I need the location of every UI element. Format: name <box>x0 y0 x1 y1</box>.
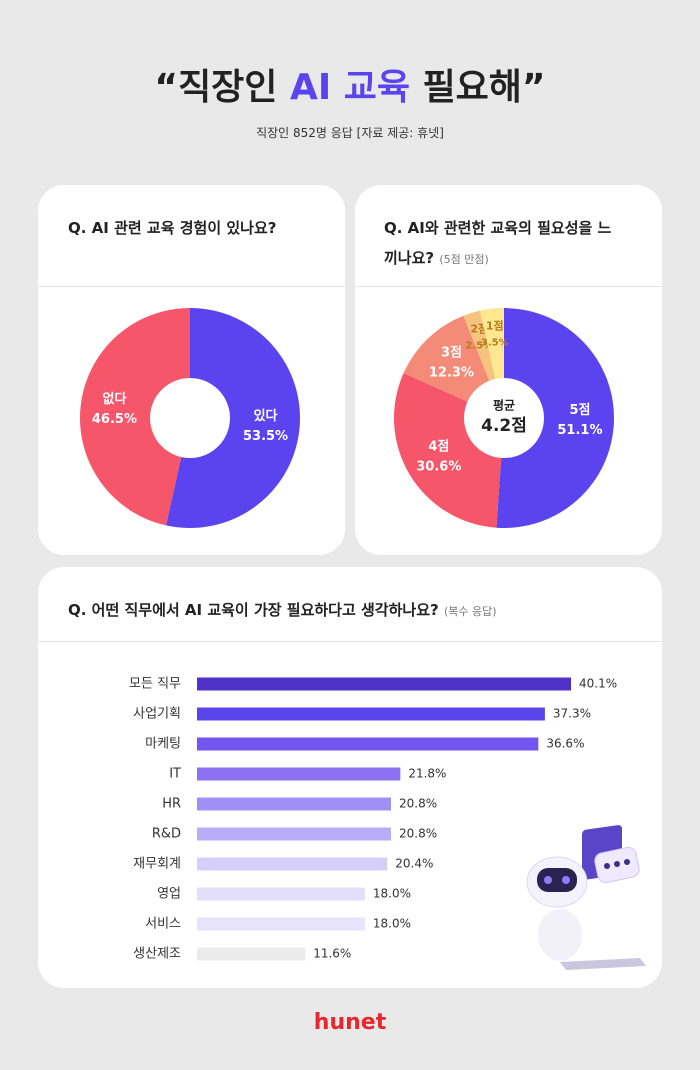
question: Q. AI 관련 교육 경험이 있나요? <box>68 219 277 237</box>
bar-label: 사업기획 <box>133 707 181 722</box>
divider <box>355 286 662 287</box>
subtitle: 직장인 852명 응답 [자료 제공: 휴넷] <box>256 126 444 140</box>
bar-label: 재무회계 <box>133 857 181 872</box>
slice-value: 51.1% <box>557 423 602 438</box>
bar-label: IT <box>169 767 181 782</box>
question: Q. 어떤 직무에서 AI 교육이 가장 필요하다고 생각하나요? (복수 응답… <box>68 595 497 627</box>
robot-eye <box>544 876 552 884</box>
bar <box>197 707 545 721</box>
bar-value: 18.0% <box>373 917 411 931</box>
pie-slice <box>496 308 615 528</box>
bar-value: 11.6% <box>313 947 351 961</box>
bar-label: 마케팅 <box>145 737 181 752</box>
bar <box>197 887 365 901</box>
bar-value: 37.3% <box>553 707 591 721</box>
bar-value: 21.8% <box>408 767 446 781</box>
slice-label: 3점 <box>441 346 462 361</box>
center-title: 평균 <box>493 399 515 413</box>
question: Q. AI와 관련한 교육의 필요성을 느끼나요? (5점 만점) <box>384 213 624 275</box>
dot <box>614 861 620 867</box>
pie-slice <box>166 308 301 528</box>
question-note: (복수 응답) <box>443 605 497 618</box>
title-highlight: AI 교육 <box>289 67 411 108</box>
slice-label: 없다 <box>102 391 126 407</box>
bar-value: 36.6% <box>546 737 584 751</box>
bar <box>197 767 401 781</box>
bar-label: 서비스 <box>145 917 181 932</box>
question-text: Q. AI와 관련한 교육의 필요성을 느끼나요? <box>384 219 612 267</box>
bar-label: 영업 <box>157 887 181 902</box>
bar-value: 20.8% <box>399 797 437 811</box>
bar <box>197 677 571 691</box>
bar-label: HR <box>162 797 181 812</box>
bar <box>197 797 391 811</box>
page-title: “직장인 AI 교육 필요해” <box>0 58 700 110</box>
question-note: (5점 만점) <box>439 253 489 266</box>
slice-value: 2.5% <box>465 341 493 352</box>
bar-value: 18.0% <box>373 887 411 901</box>
bar <box>197 917 365 931</box>
bar-label: R&D <box>152 827 181 842</box>
donut-hole <box>150 378 230 458</box>
laptop-base <box>560 958 646 970</box>
robot-body <box>538 909 582 961</box>
dot <box>624 859 630 865</box>
question-text: Q. 어떤 직무에서 AI 교육이 가장 필요하다고 생각하나요? <box>68 601 439 619</box>
donut-hole <box>464 378 544 458</box>
title-part: “직장인 <box>154 67 278 108</box>
divider <box>38 286 345 287</box>
title-part: 필요해” <box>422 67 546 108</box>
robot-eye <box>562 876 570 884</box>
bar-value: 20.4% <box>395 857 433 871</box>
slice-value: 12.3% <box>429 366 474 381</box>
bar-label: 모든 직무 <box>129 677 181 692</box>
slice-label: 4점 <box>428 440 449 455</box>
bar <box>197 737 539 751</box>
bar <box>197 947 306 961</box>
pie-slice <box>80 308 190 526</box>
bar <box>197 857 388 871</box>
slice-label: 5점 <box>569 403 590 418</box>
logo: hunet <box>314 1010 387 1035</box>
slice-label: 1점 <box>486 319 504 333</box>
center-value: 4.2점 <box>481 416 527 436</box>
robot-illustration <box>526 825 646 970</box>
robot-face <box>537 868 577 892</box>
divider <box>38 641 662 642</box>
bar-value: 40.1% <box>579 677 617 691</box>
bar-value: 20.8% <box>399 827 437 841</box>
dot <box>604 863 610 869</box>
bar-label: 생산제조 <box>133 947 181 962</box>
slice-value: 53.5% <box>243 429 288 444</box>
bar <box>197 827 391 841</box>
slice-value: 3.5% <box>481 338 509 349</box>
slice-label: 있다 <box>254 408 278 424</box>
slice-value: 30.6% <box>416 460 461 475</box>
slice-value: 46.5% <box>92 412 137 427</box>
